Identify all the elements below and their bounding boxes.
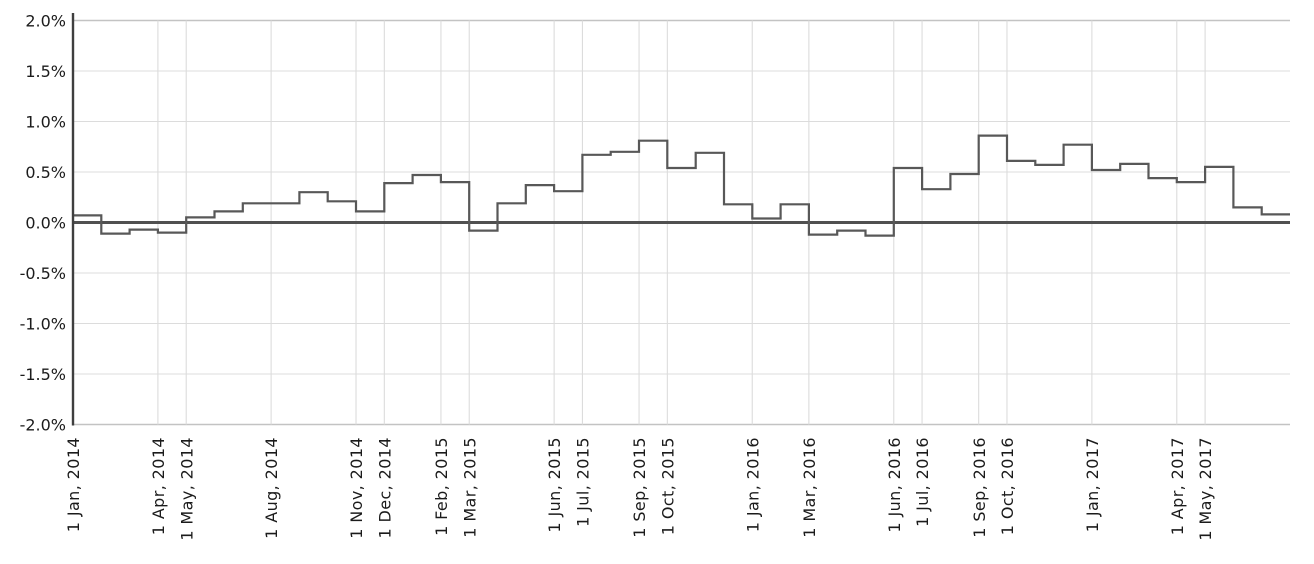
y-axis-labels: 2.0% 1.5% 1.0% 0.5% 0.0% -0.5% -1.0% -1.5% -2.0% — [20, 11, 66, 434]
x-tick-label: 1 Jan, 2016 — [743, 437, 762, 532]
y-tick-label: -1.5% — [20, 365, 66, 384]
y-tick-label: -0.5% — [20, 264, 66, 283]
x-tick-label: 1 Jan, 2017 — [1083, 437, 1102, 532]
y-tick-label: 0.5% — [25, 163, 66, 182]
x-tick-label: 1 Aug, 2014 — [262, 437, 281, 539]
x-tick-label: 1 Jun, 2015 — [545, 437, 564, 533]
x-tick-label: 1 Jan, 2014 — [64, 437, 83, 532]
x-tick-label: 1 May, 2014 — [177, 437, 196, 541]
y-tick-label: -1.0% — [20, 314, 66, 333]
x-tick-label: 1 Oct, 2015 — [658, 437, 677, 535]
y-tick-label: 2.0% — [25, 11, 66, 30]
x-tick-label: 1 Nov, 2014 — [347, 437, 366, 539]
x-tick-label: 1 Mar, 2015 — [460, 437, 479, 538]
x-axis-labels: 1 Jan, 2014 1 Apr, 2014 1 May, 2014 1 Aug, … — [64, 437, 1215, 541]
x-tick-label: 1 Apr, 2014 — [149, 437, 168, 535]
x-tick-label: 1 Apr, 2017 — [1168, 437, 1187, 535]
y-tick-label: 1.0% — [25, 112, 66, 131]
x-tick-label: 1 Jul, 2015 — [574, 437, 593, 527]
x-tick-label: 1 Oct, 2016 — [998, 437, 1017, 535]
y-tick-label: 1.5% — [25, 62, 66, 81]
x-tick-label: 1 Jun, 2016 — [885, 437, 904, 533]
x-tick-label: 1 May, 2017 — [1196, 437, 1215, 541]
x-tick-label: 1 Dec, 2014 — [375, 437, 394, 539]
x-tick-label: 1 Mar, 2016 — [800, 437, 819, 538]
x-tick-label: 1 Sep, 2016 — [970, 437, 989, 538]
series-step-line — [73, 134, 1290, 237]
x-tick-label: 1 Sep, 2015 — [630, 437, 649, 538]
y-tick-label: 0.0% — [25, 213, 66, 232]
x-tick-label: 1 Feb, 2015 — [432, 437, 451, 536]
x-tick-label: 1 Jul, 2016 — [913, 437, 932, 527]
y-tick-label: -2.0% — [20, 415, 66, 434]
